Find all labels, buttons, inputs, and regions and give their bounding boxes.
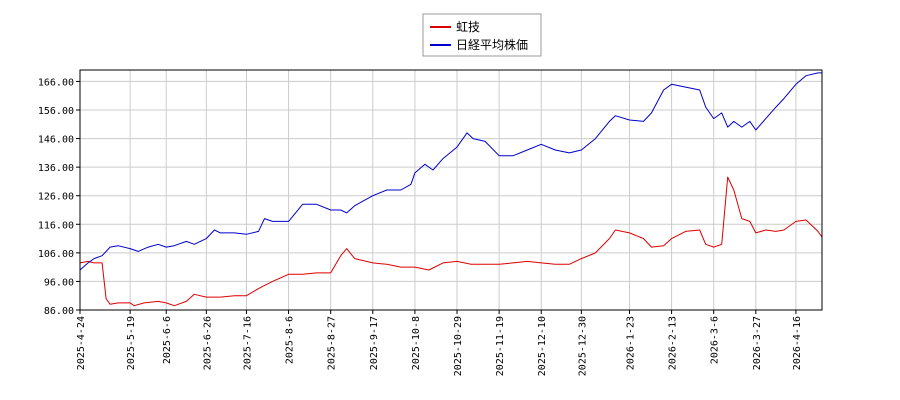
y-tick-label: 106.00 xyxy=(38,249,74,260)
y-tick-label: 116.00 xyxy=(38,220,74,231)
grid-lines xyxy=(79,70,822,311)
x-tick-label: 2026-4-16 xyxy=(792,316,803,370)
x-tick-label: 2025-5-19 xyxy=(126,316,137,370)
x-tick-label: 2025-7-16 xyxy=(242,316,253,370)
y-tick-label: 86.00 xyxy=(44,306,74,317)
x-tick-label: 2025-6-6 xyxy=(162,316,173,364)
x-tick-label: 2026-3-6 xyxy=(710,316,721,364)
y-tick-label: 96.00 xyxy=(44,277,74,288)
x-tick-label: 2026-2-13 xyxy=(668,316,679,370)
x-tick-label: 2025-4-24 xyxy=(76,316,87,370)
plot-frame xyxy=(79,69,823,311)
x-tick-label: 2025-8-27 xyxy=(327,316,338,370)
x-tick-label: 2026-3-27 xyxy=(752,316,763,370)
x-tick-label: 2025-6-26 xyxy=(202,316,213,370)
legend-box xyxy=(422,13,542,57)
y-tick-label: 156.00 xyxy=(38,106,74,117)
legend-label-series-1: 虹技 xyxy=(456,20,480,34)
x-tick-label: 2025-12-10 xyxy=(537,316,548,376)
x-tick-label: 2025-10-29 xyxy=(453,316,464,376)
y-axis-ticks: 86.00 96.00 106.00 116.00 126.00 136.00 146.00… xyxy=(38,77,80,317)
x-tick-label: 2026-1-23 xyxy=(625,316,636,370)
y-tick-label: 146.00 xyxy=(38,135,74,146)
x-tick-label: 2025-9-17 xyxy=(369,316,380,370)
x-tick-label: 2025-8-6 xyxy=(285,316,296,364)
x-tick-label: 2025-10-8 xyxy=(411,316,422,370)
legend: 虹技 日経平均株価 xyxy=(422,13,542,57)
x-axis-ticks: 2025-4-24 2025-5-19 2025-6-6 2025-6-26 2025-… xyxy=(76,310,803,376)
series-lines xyxy=(79,72,823,307)
y-tick-label: 136.00 xyxy=(38,163,74,174)
series-line-1 xyxy=(79,176,823,307)
legend-label-series-2: 日経平均株価 xyxy=(456,37,528,52)
y-tick-label: 166.00 xyxy=(38,77,74,88)
x-tick-label: 2025-11-19 xyxy=(495,316,506,376)
y-tick-label: 126.00 xyxy=(38,192,74,203)
series-line-2 xyxy=(79,72,822,271)
x-tick-label: 2025-12-30 xyxy=(577,316,588,376)
